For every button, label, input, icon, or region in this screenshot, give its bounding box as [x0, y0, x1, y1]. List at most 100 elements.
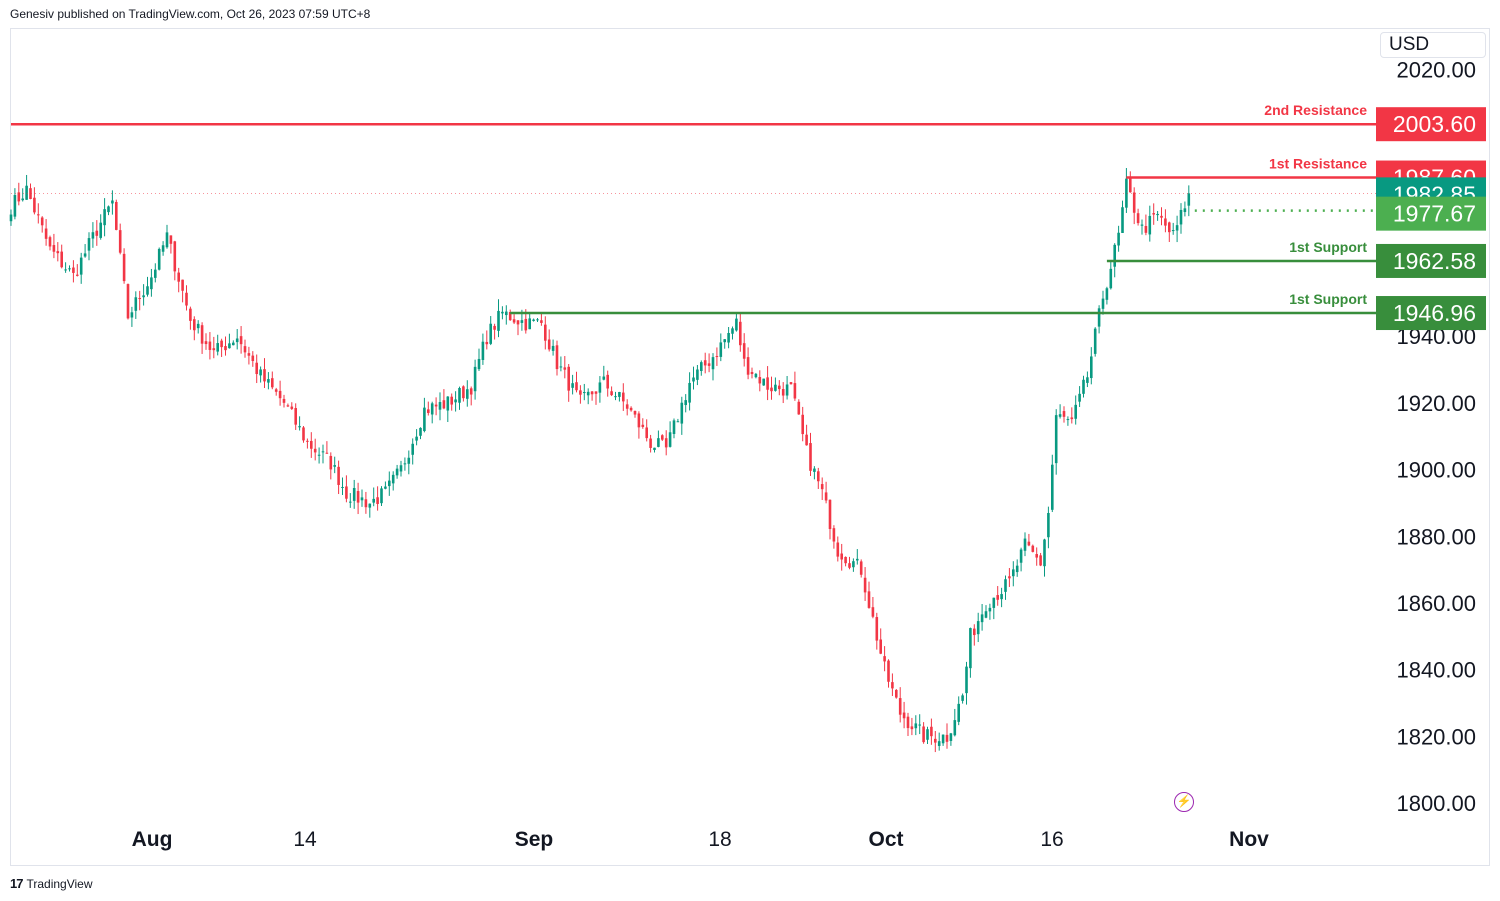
candle — [781, 382, 785, 404]
candle — [189, 306, 192, 330]
candle-body — [996, 595, 999, 600]
candle-body — [1179, 209, 1183, 225]
candle-body — [770, 387, 773, 392]
candle — [922, 722, 925, 744]
lightning-icon[interactable]: ⚡ — [1174, 792, 1194, 812]
candle — [274, 387, 278, 396]
candle-body — [957, 703, 960, 722]
candle-body — [368, 503, 372, 508]
candle — [79, 252, 83, 284]
candle-body — [72, 267, 75, 273]
candle — [976, 612, 980, 643]
candle-body — [1004, 579, 1007, 592]
candle-body — [13, 195, 17, 217]
candle — [95, 220, 99, 246]
candle-body — [204, 341, 208, 345]
candle — [235, 329, 239, 350]
candle-body — [735, 318, 738, 331]
tradingview-logo-icon: 17 — [10, 876, 24, 891]
candle — [852, 558, 855, 572]
candle — [544, 316, 547, 350]
candle-body — [614, 396, 617, 398]
candle-body — [438, 402, 442, 410]
candle-body — [173, 241, 177, 272]
candle-body — [165, 232, 169, 248]
candle-body — [458, 388, 461, 403]
candle — [547, 329, 551, 352]
candle — [817, 467, 820, 489]
candle-body — [228, 343, 231, 349]
candle — [965, 661, 968, 705]
candle — [742, 333, 746, 367]
candle-body — [442, 400, 446, 409]
candle — [583, 383, 586, 401]
candle-body — [700, 362, 703, 371]
candle — [711, 353, 715, 381]
candle — [368, 503, 372, 518]
candle — [680, 396, 684, 435]
candle — [72, 260, 75, 283]
chart-frame[interactable] — [10, 28, 1490, 866]
candle — [1086, 371, 1089, 388]
candle-body — [547, 339, 551, 350]
candle-body — [606, 374, 609, 389]
candle — [770, 376, 773, 400]
candle-body — [134, 297, 138, 311]
candle-body — [1086, 377, 1089, 383]
candle — [150, 268, 153, 297]
candle — [1171, 222, 1175, 235]
candle — [391, 471, 395, 491]
candle-body — [294, 408, 297, 425]
footer-brand[interactable]: TradingView — [26, 876, 93, 891]
candle — [317, 447, 321, 464]
candle — [1043, 538, 1046, 577]
candle-body — [1027, 541, 1031, 546]
candle-body — [298, 426, 301, 428]
candle-body — [306, 440, 309, 442]
candle-body — [60, 251, 63, 268]
candle-body — [836, 542, 840, 557]
candle — [501, 306, 504, 320]
candle-body — [840, 553, 843, 560]
candle — [44, 219, 48, 246]
candle — [157, 247, 161, 271]
candle-body — [707, 363, 711, 366]
candle — [376, 486, 379, 511]
candle-body — [739, 321, 742, 346]
candle — [306, 438, 309, 449]
currency-selector[interactable]: USD — [1380, 32, 1486, 58]
candle — [325, 441, 329, 454]
level-price-badge: 1962.58 — [1376, 243, 1486, 278]
candle-body — [532, 319, 535, 321]
candle-body — [871, 607, 875, 617]
candle-body — [220, 340, 223, 348]
candle — [559, 356, 563, 372]
candle-body — [122, 253, 126, 282]
candle-body — [809, 443, 812, 471]
candle — [118, 223, 122, 255]
candle — [758, 370, 762, 392]
candle — [255, 354, 258, 384]
candle-body — [641, 424, 645, 427]
candle-body — [247, 353, 251, 356]
candle-body — [965, 666, 968, 694]
candle — [208, 332, 212, 360]
candle — [294, 403, 297, 430]
level-name: 1st Support — [1289, 291, 1367, 307]
candle-body — [723, 339, 726, 343]
candle-body — [1160, 215, 1163, 218]
candle — [349, 493, 352, 508]
candle — [735, 312, 738, 332]
candle-body — [423, 407, 426, 432]
candle-body — [1066, 419, 1070, 421]
candle — [746, 347, 750, 380]
candle — [177, 267, 180, 293]
candle — [688, 372, 691, 411]
level-name: 2nd Resistance — [1264, 102, 1367, 118]
candle — [731, 326, 734, 340]
candle — [107, 205, 110, 216]
candle — [302, 426, 305, 443]
candle — [111, 190, 114, 215]
candle — [707, 353, 711, 373]
